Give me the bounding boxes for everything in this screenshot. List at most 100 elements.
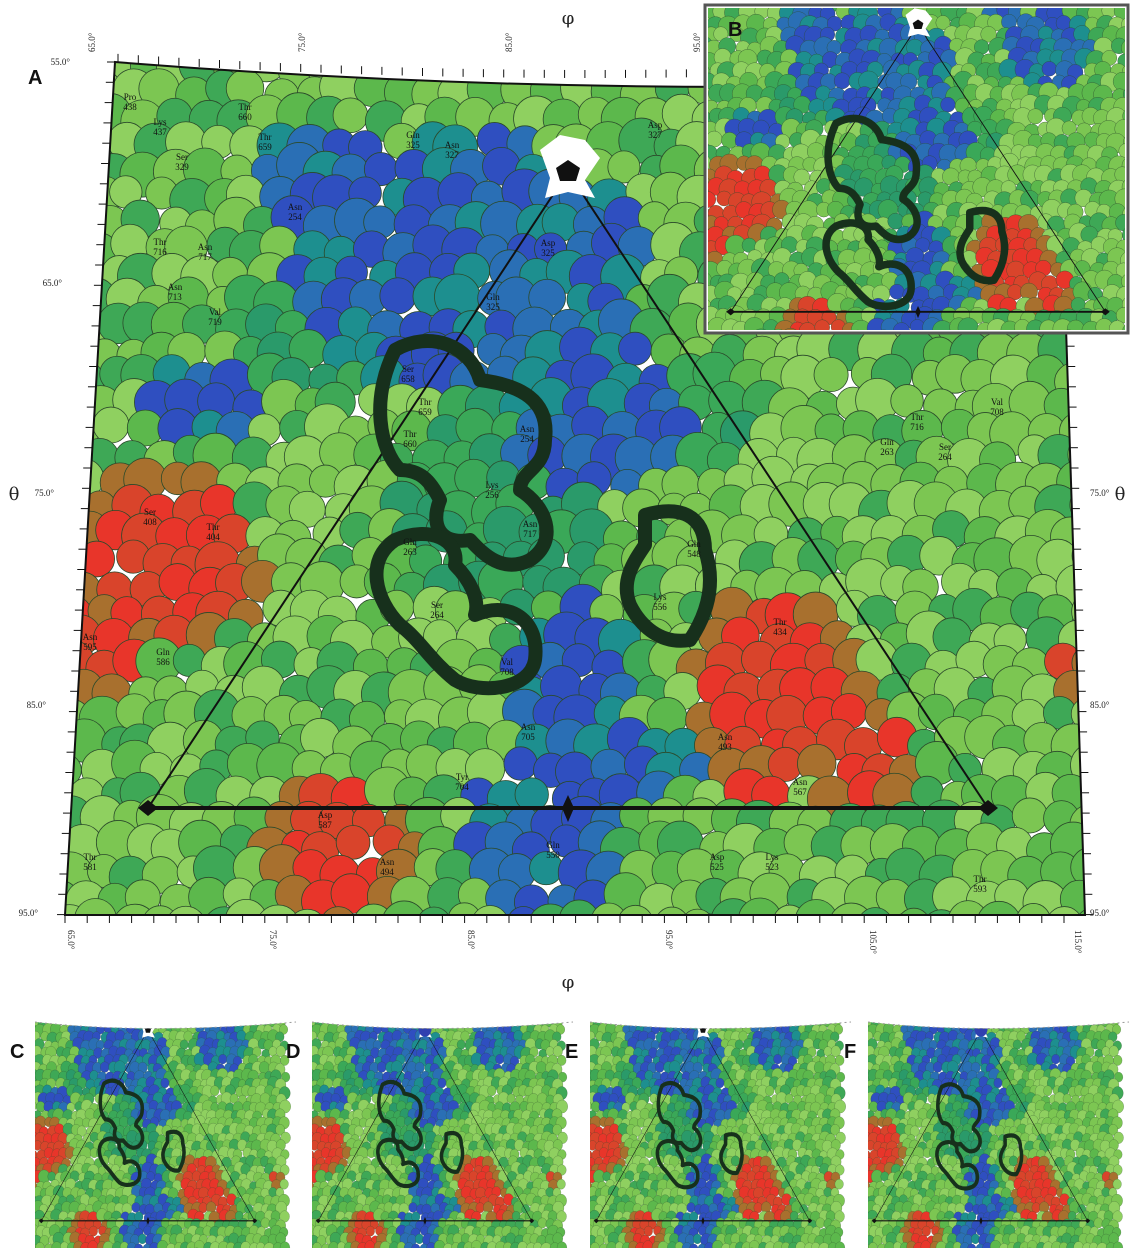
residue-number: 708	[500, 667, 514, 677]
residue-name: Thr	[404, 429, 417, 439]
residue-number: 713	[168, 292, 182, 302]
residue-name: Asn	[523, 519, 538, 529]
residue-number: 660	[238, 112, 252, 122]
panel-map	[284, 983, 567, 1248]
residue-number: 325	[541, 248, 555, 258]
panel-small	[284, 983, 573, 1248]
residue-name: Gln	[403, 537, 417, 547]
tick-label: 75.0°	[297, 32, 307, 52]
residue-name: Thr	[84, 852, 97, 862]
residue-name: Asn	[288, 202, 303, 212]
residue-name: Ser	[402, 364, 414, 374]
residue-number: 587	[318, 820, 332, 830]
panel-small	[7, 983, 296, 1248]
axis-label: φ	[562, 8, 575, 29]
residue-number: 327	[648, 130, 662, 140]
residue-name: Thr	[259, 132, 272, 142]
residue-name: Gln	[546, 840, 560, 850]
residue-name: Asp	[710, 852, 725, 862]
residue-number: 494	[380, 867, 394, 877]
figure: Pro438Lys437Thr660Thr659Gln325Asn327Asp3…	[0, 0, 1130, 1248]
residue-number: 658	[401, 374, 415, 384]
residue-number: 256	[485, 490, 499, 500]
residue-number: 708	[990, 407, 1004, 417]
residue-name: Asn	[168, 282, 183, 292]
residue-number: 704	[455, 782, 469, 792]
residue-number: 263	[880, 447, 894, 457]
residue-name: Val	[209, 307, 221, 317]
tick-label: 55.0°	[51, 57, 71, 67]
residue-number: 329	[175, 162, 189, 172]
tick-label: 85.0°	[27, 700, 47, 710]
surface-map	[840, 983, 1123, 1248]
axis-label: φ	[562, 972, 575, 993]
residue-number: 408	[143, 517, 157, 527]
residue-name: Asn	[793, 777, 808, 787]
residue-name: Thr	[207, 522, 220, 532]
residue-name: Gln	[486, 292, 500, 302]
residue-name: Thr	[154, 237, 167, 247]
panel-map	[7, 983, 290, 1248]
residue-name: Lys	[653, 592, 667, 602]
residue-name: Gln	[880, 437, 894, 447]
panel-small	[562, 983, 851, 1248]
panel-map-content	[284, 983, 567, 1248]
residue-name: Asn	[380, 857, 395, 867]
residue-name: Asn	[520, 424, 535, 434]
panel-label: B	[728, 19, 742, 41]
tick-label: 85.0°	[1090, 700, 1110, 710]
residue-number: 719	[208, 317, 222, 327]
residue-name: Lys	[765, 852, 779, 862]
residue-number: 264	[938, 452, 952, 462]
panel-map	[562, 983, 845, 1248]
residue-number: 523	[765, 862, 779, 872]
residue-number: 581	[83, 862, 97, 872]
residue-number: 263	[403, 547, 417, 557]
surface-map	[7, 983, 290, 1248]
residue-name: Asn	[521, 722, 536, 732]
residue-number: 716	[910, 422, 924, 432]
residue-name: Thr	[774, 617, 787, 627]
residue-number: 717	[523, 529, 537, 539]
residue-name: Asn	[718, 732, 733, 742]
residue-number: 716	[153, 247, 167, 257]
residue-name: Asn	[83, 632, 98, 642]
residue-name: Val	[501, 657, 513, 667]
panel-label: C	[10, 1041, 24, 1063]
residue-number: 556	[653, 602, 667, 612]
residue-name: Asp	[318, 810, 333, 820]
residue-number: 717	[198, 252, 212, 262]
tick-label: 95.0°	[1090, 908, 1110, 918]
tick-label: 75.0°	[35, 488, 55, 498]
residue-number: 586	[156, 657, 170, 667]
panel-small	[840, 983, 1129, 1248]
residue-name: Lys	[153, 117, 167, 127]
residue-number: 325	[486, 302, 500, 312]
residue-number: 659	[418, 407, 432, 417]
residue-name: Ser	[431, 600, 443, 610]
residue-name: Asp	[541, 238, 556, 248]
residue-number: 325	[406, 140, 420, 150]
tick-label: 115.0°	[1073, 930, 1083, 954]
residue-number: 254	[288, 212, 302, 222]
residue-name: Asn	[445, 140, 460, 150]
residue-number: 264	[430, 610, 444, 620]
residue-number: 548	[687, 549, 701, 559]
residue-number: 437	[153, 127, 167, 137]
residue-name: Gln	[156, 647, 170, 657]
axis-marker	[974, 1021, 987, 1037]
residue-name: Ser	[939, 442, 951, 452]
panel-label: D	[286, 1041, 300, 1063]
axis-label: θ	[1115, 484, 1126, 505]
tick-label: 105.0°	[868, 930, 878, 954]
residue-name: Ser	[176, 152, 188, 162]
panel-label: A	[28, 67, 42, 89]
panel-map	[840, 983, 1123, 1248]
tick-label: 95.0°	[664, 930, 674, 950]
residue-number: 567	[793, 787, 807, 797]
residue-number: 595	[83, 642, 97, 652]
tick-label: 95.0°	[19, 908, 39, 918]
residue-name: Asn	[198, 242, 213, 252]
residue-number: 593	[973, 884, 987, 894]
residue-name: Ser	[144, 507, 156, 517]
